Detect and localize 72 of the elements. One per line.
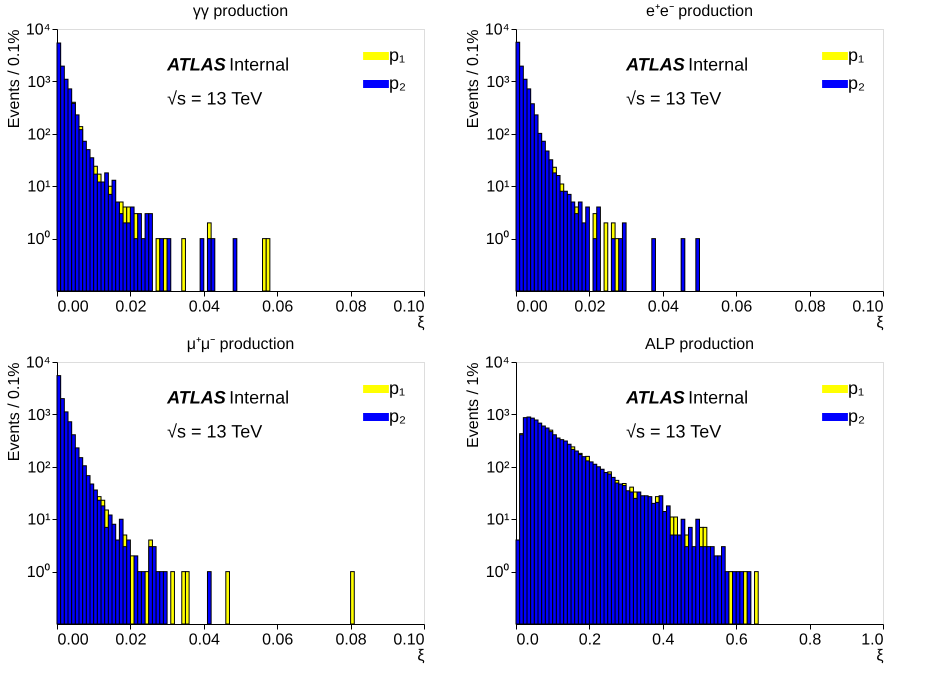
- x-tick-label: 0.04: [648, 298, 679, 316]
- chart-title: ALP production: [644, 336, 754, 353]
- y-tick-label: 10²: [486, 459, 510, 476]
- x-tick-label: 0.10: [393, 298, 425, 316]
- x-tick-label: 0.00: [58, 632, 89, 648]
- x-tick-label: 0.10: [393, 632, 425, 648]
- annotation: √s = 13 TeV: [626, 422, 722, 442]
- y-axis-title: Events / 0.1%: [6, 30, 23, 128]
- annotation: ATLAS Internal: [625, 54, 748, 75]
- legend-label: p₂: [848, 406, 866, 426]
- x-axis-title: ξ: [417, 648, 424, 664]
- x-tick-label: 0.08: [336, 298, 367, 316]
- y-tick-label: 10⁰: [486, 230, 510, 248]
- annotation: ATLAS Internal: [625, 388, 748, 408]
- legend-label: p₁: [848, 378, 864, 398]
- legend-label: p₁: [848, 45, 864, 65]
- legend-label: p₁: [389, 45, 406, 65]
- y-tick-label: 10⁴: [26, 22, 51, 38]
- x-axis-title: ξ: [417, 314, 424, 332]
- chart-title: μ⁺μ⁻ production: [186, 336, 294, 353]
- chart-title: γγ production: [192, 3, 288, 20]
- y-tick-label: 10⁰: [26, 230, 50, 248]
- y-tick-label: 10⁴: [484, 354, 510, 372]
- annotation: √s = 13 TeV: [167, 88, 262, 109]
- y-tick-label: 10²: [27, 459, 52, 476]
- y-tick-label: 10¹: [27, 178, 50, 196]
- annotation: ATLAS Internal: [166, 54, 290, 75]
- x-tick-label: 1.0: [861, 632, 884, 648]
- x-tick-label: 0.02: [115, 632, 147, 648]
- x-tick-label: 0.10: [852, 298, 884, 316]
- x-tick-label: 0.04: [188, 298, 220, 316]
- y-tick-label: 10³: [27, 74, 52, 91]
- chart-title: e⁺e⁻ production: [646, 3, 753, 20]
- x-tick-label: 0.06: [262, 298, 294, 316]
- x-tick-label: 0.6: [726, 632, 748, 648]
- annotation: ATLAS Internal: [166, 388, 290, 408]
- x-tick-label: 0.08: [336, 632, 367, 648]
- y-tick-label: 10⁰: [486, 563, 510, 582]
- annotation: √s = 13 TeV: [626, 88, 722, 109]
- x-axis-title: ξ: [876, 314, 884, 332]
- y-tick-label: 10¹: [27, 512, 50, 529]
- x-axis-title: ξ: [876, 648, 884, 664]
- annotation: √s = 13 TeV: [167, 422, 262, 442]
- y-tick-label: 10³: [486, 74, 510, 91]
- y-tick-label: 10²: [486, 126, 510, 144]
- y-tick-label: 10³: [486, 406, 510, 424]
- legend-label: p₂: [389, 73, 406, 93]
- x-tick-label: 0.08: [794, 298, 826, 316]
- x-tick-label: 0.4: [652, 632, 675, 648]
- y-tick-label: 10⁴: [26, 354, 51, 372]
- x-tick-label: 0.06: [721, 298, 752, 316]
- y-axis-title: Events / 0.1%: [6, 362, 23, 462]
- x-tick-label: 0.02: [115, 298, 147, 316]
- x-tick-label: 0.8: [798, 632, 822, 648]
- x-tick-label: 0.04: [188, 632, 220, 648]
- y-tick-label: 10³: [27, 406, 52, 424]
- y-tick-label: 10¹: [486, 178, 510, 196]
- y-axis-title: Events / 0.1%: [464, 30, 482, 128]
- x-tick-label: 0.00: [58, 298, 89, 316]
- y-tick-label: 10²: [27, 126, 52, 144]
- legend-label: p₁: [389, 378, 406, 398]
- y-axis-title: Events / 1%: [464, 362, 482, 448]
- legend-label: p₂: [389, 406, 406, 426]
- x-tick-label: 0.06: [262, 632, 294, 648]
- y-tick-label: 10⁰: [26, 563, 50, 582]
- x-tick-label: 0.00: [516, 298, 548, 316]
- y-tick-label: 10⁴: [484, 22, 510, 38]
- x-tick-label: 0.0: [516, 632, 539, 648]
- legend-label: p₂: [848, 73, 866, 93]
- x-tick-label: 0.02: [574, 298, 606, 316]
- x-tick-label: 0.2: [578, 632, 602, 648]
- y-tick-label: 10¹: [486, 512, 510, 529]
